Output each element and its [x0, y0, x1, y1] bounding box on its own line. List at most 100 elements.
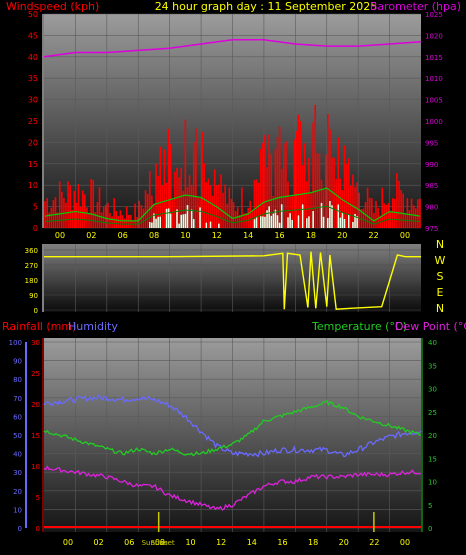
- barometer-tick-label: 1020: [425, 32, 443, 40]
- humidity-tick-label: 100: [9, 339, 22, 347]
- windspeed-tick-label: 30: [28, 96, 38, 105]
- time-axis-label: 16: [277, 538, 287, 547]
- temperature-tick-label: 5: [428, 502, 432, 510]
- barometer-tick-label: 990: [425, 161, 438, 169]
- windspeed-tick-label: 20: [28, 138, 38, 147]
- time-axis-label: 08: [149, 231, 159, 240]
- temperature-tick-label: 25: [428, 409, 437, 417]
- barometer-tick-label: 1010: [425, 75, 443, 83]
- rainfall-tick-label: 10: [31, 463, 40, 471]
- wind-direction-line: [44, 251, 421, 310]
- direction-tick-label: 360: [25, 247, 38, 255]
- temperature-tick-label: 30: [428, 386, 437, 394]
- direction-tick-label: 180: [25, 277, 38, 285]
- rainfall-axis-title: Rainfall (mm): [2, 320, 76, 333]
- temperature-tick-label: 40: [428, 339, 437, 347]
- barometer-tick-label: 975: [425, 225, 438, 233]
- compass-label: S: [437, 270, 444, 283]
- time-axis-label: 00: [63, 538, 73, 547]
- windspeed-tick-label: 35: [28, 74, 38, 83]
- barometer-axis-title: Barometer (hpa): [370, 0, 461, 13]
- humidity-axis-title: Humidity: [68, 320, 118, 333]
- wind-low-line: [44, 205, 421, 225]
- dewpoint-line: [43, 465, 422, 511]
- windspeed-tick-label: 10: [28, 181, 38, 190]
- barometer-tick-label: 985: [425, 182, 438, 190]
- barometer-tick-label: 1025: [425, 11, 443, 19]
- temperature-tick-label: 15: [428, 455, 437, 463]
- dewpoint-axis-title: Dew Point (°C): [395, 320, 466, 333]
- humidity-tick-label: 0: [18, 525, 22, 533]
- time-axis-label: 20: [337, 231, 347, 240]
- rainfall-tick-label: 30: [31, 339, 40, 347]
- humidity-tick-label: 70: [13, 395, 22, 403]
- time-axis-label: 22: [369, 538, 379, 547]
- rainfall-tick-label: 20: [31, 401, 40, 409]
- rainfall-tick-label: 15: [31, 432, 40, 440]
- humidity-tick-label: 90: [13, 358, 22, 366]
- windspeed-tick-label: 45: [28, 31, 38, 40]
- time-axis-label: 18: [306, 231, 316, 240]
- sunrise-label: Sunrise: [142, 539, 168, 547]
- rainfall-tick-label: 5: [36, 494, 40, 502]
- windspeed-tick-label: 15: [28, 160, 38, 169]
- time-axis-label: 22: [369, 231, 379, 240]
- windspeed-axis-title: Windspeed (kph): [6, 0, 99, 13]
- barometer-tick-label: 1005: [425, 97, 443, 105]
- sunset-label: Sunset: [151, 539, 175, 547]
- windspeed-tick-label: 5: [33, 203, 38, 212]
- chart-title: 24 hour graph day : 11 September 2025: [155, 0, 378, 13]
- rainfall-tick-label: 0: [36, 525, 40, 533]
- temperature-tick-label: 10: [428, 479, 437, 487]
- humidity-line: [43, 394, 422, 458]
- humidity-tick-label: 20: [13, 488, 22, 496]
- rainfall-tick-label: 25: [31, 370, 40, 378]
- compass-label: E: [437, 286, 444, 299]
- barometer-tick-label: 1015: [425, 54, 443, 62]
- barometer-line: [43, 38, 422, 58]
- compass-label: W: [435, 254, 446, 267]
- temperature-tick-label: 35: [428, 362, 437, 370]
- time-axis-label: 14: [247, 538, 257, 547]
- time-axis-label: 00: [55, 231, 65, 240]
- humidity-tick-label: 80: [13, 376, 22, 384]
- temperature-tick-label: 20: [428, 432, 437, 440]
- time-axis-label: 12: [216, 538, 226, 547]
- direction-tick-label: 90: [29, 292, 38, 300]
- time-axis-label: 18: [308, 538, 318, 547]
- windspeed-tick-label: 25: [28, 117, 38, 126]
- time-axis-label: 14: [243, 231, 253, 240]
- compass-label: N: [436, 302, 444, 315]
- direction-tick-label: 0: [34, 307, 38, 315]
- time-axis-label: 10: [180, 231, 190, 240]
- time-axis-label: 06: [124, 538, 134, 547]
- time-axis-label: 02: [94, 538, 104, 547]
- time-axis-label: 08: [155, 538, 165, 547]
- barometer-tick-label: 980: [425, 204, 438, 212]
- time-axis-label: 10: [185, 538, 195, 547]
- time-axis-label: 12: [212, 231, 222, 240]
- windspeed-tick-label: 40: [28, 53, 38, 62]
- time-axis-label: 16: [274, 231, 284, 240]
- temperature-tick-label: 0: [428, 525, 432, 533]
- compass-label: N: [436, 238, 444, 251]
- time-axis-label: 20: [339, 538, 349, 547]
- temperature-axis-title: Temperature (°C): [311, 320, 407, 333]
- direction-tick-label: 270: [25, 262, 38, 270]
- humidity-tick-label: 40: [13, 451, 22, 459]
- windspeed-tick-label: 50: [28, 10, 38, 19]
- barometer-tick-label: 995: [425, 139, 438, 147]
- windspeed-tick-label: 0: [33, 224, 38, 233]
- time-axis-label: 00: [400, 231, 410, 240]
- time-axis-label: 06: [118, 231, 128, 240]
- humidity-tick-label: 10: [13, 506, 22, 514]
- barometer-tick-label: 1000: [425, 118, 443, 126]
- humidity-tick-label: 50: [13, 432, 22, 440]
- humidity-tick-label: 60: [13, 413, 22, 421]
- time-axis-label: 00: [400, 538, 410, 547]
- humidity-tick-label: 30: [13, 469, 22, 477]
- temperature-line: [43, 399, 422, 457]
- time-axis-label: 02: [86, 231, 96, 240]
- wind-average-line: [44, 187, 421, 222]
